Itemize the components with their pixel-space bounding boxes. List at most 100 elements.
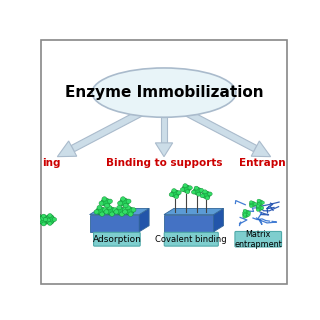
Ellipse shape: [191, 190, 196, 194]
Ellipse shape: [43, 218, 48, 221]
Ellipse shape: [177, 191, 181, 195]
Ellipse shape: [243, 213, 247, 216]
Ellipse shape: [250, 201, 253, 204]
Ellipse shape: [180, 188, 185, 192]
Polygon shape: [90, 208, 149, 215]
Ellipse shape: [257, 203, 260, 206]
Polygon shape: [214, 208, 224, 232]
Ellipse shape: [114, 210, 119, 214]
Ellipse shape: [185, 190, 190, 194]
Ellipse shape: [102, 197, 107, 201]
Ellipse shape: [174, 195, 179, 199]
Polygon shape: [57, 141, 77, 157]
Ellipse shape: [125, 205, 131, 210]
Ellipse shape: [48, 213, 52, 218]
FancyBboxPatch shape: [164, 232, 218, 246]
Ellipse shape: [97, 205, 102, 210]
Ellipse shape: [100, 212, 105, 216]
Ellipse shape: [101, 198, 110, 206]
Text: Adsorption: Adsorption: [92, 235, 141, 244]
Ellipse shape: [119, 212, 124, 216]
Ellipse shape: [243, 211, 246, 214]
Ellipse shape: [96, 207, 106, 215]
Polygon shape: [139, 208, 149, 232]
Polygon shape: [90, 215, 139, 232]
Ellipse shape: [200, 194, 204, 198]
Ellipse shape: [107, 205, 112, 210]
Ellipse shape: [45, 214, 55, 224]
Ellipse shape: [247, 213, 250, 216]
Ellipse shape: [104, 210, 109, 214]
Ellipse shape: [37, 218, 42, 222]
Ellipse shape: [256, 208, 260, 212]
Ellipse shape: [257, 200, 263, 205]
Ellipse shape: [196, 192, 201, 196]
Ellipse shape: [112, 208, 117, 212]
Ellipse shape: [126, 199, 131, 204]
Ellipse shape: [108, 199, 112, 204]
Ellipse shape: [243, 210, 249, 215]
Ellipse shape: [124, 207, 134, 215]
Polygon shape: [164, 215, 214, 232]
Ellipse shape: [243, 209, 246, 212]
Ellipse shape: [116, 207, 125, 215]
Polygon shape: [251, 141, 271, 157]
Ellipse shape: [257, 199, 260, 202]
Ellipse shape: [121, 197, 125, 201]
Text: Matrix
entrapment: Matrix entrapment: [234, 229, 282, 249]
Ellipse shape: [203, 190, 207, 194]
Ellipse shape: [260, 206, 264, 210]
Polygon shape: [155, 143, 173, 157]
Ellipse shape: [123, 203, 128, 208]
Ellipse shape: [253, 203, 257, 206]
Ellipse shape: [172, 188, 176, 193]
Ellipse shape: [48, 221, 52, 225]
Ellipse shape: [188, 186, 192, 190]
Polygon shape: [161, 117, 167, 143]
Text: Enzyme Immobilization: Enzyme Immobilization: [65, 85, 263, 100]
Ellipse shape: [123, 210, 127, 214]
Ellipse shape: [261, 201, 265, 204]
Text: Binding to supports: Binding to supports: [106, 158, 222, 168]
Ellipse shape: [39, 215, 48, 225]
Ellipse shape: [128, 212, 133, 216]
Ellipse shape: [169, 193, 174, 196]
Ellipse shape: [171, 190, 180, 197]
Ellipse shape: [250, 202, 256, 207]
Ellipse shape: [33, 214, 42, 224]
Ellipse shape: [117, 205, 122, 210]
Ellipse shape: [122, 208, 127, 212]
Ellipse shape: [46, 218, 51, 222]
Ellipse shape: [131, 208, 136, 212]
Ellipse shape: [105, 203, 109, 208]
Text: Covalent binding: Covalent binding: [156, 235, 227, 244]
Ellipse shape: [193, 188, 202, 195]
Ellipse shape: [243, 215, 246, 218]
Ellipse shape: [92, 68, 236, 117]
Ellipse shape: [117, 201, 123, 205]
FancyBboxPatch shape: [93, 232, 140, 246]
Ellipse shape: [42, 214, 46, 218]
Ellipse shape: [183, 184, 188, 188]
Ellipse shape: [106, 207, 116, 215]
Ellipse shape: [205, 196, 210, 200]
Ellipse shape: [199, 188, 204, 192]
Ellipse shape: [102, 208, 108, 212]
Text: ing: ing: [43, 158, 61, 168]
Ellipse shape: [109, 212, 115, 216]
Ellipse shape: [99, 201, 104, 205]
Ellipse shape: [35, 221, 40, 225]
Ellipse shape: [40, 217, 44, 221]
Polygon shape: [180, 107, 257, 152]
Polygon shape: [71, 107, 148, 152]
Ellipse shape: [202, 191, 210, 198]
Ellipse shape: [256, 205, 262, 211]
Ellipse shape: [250, 204, 253, 208]
Ellipse shape: [256, 204, 260, 208]
Ellipse shape: [194, 186, 198, 190]
Ellipse shape: [243, 212, 249, 217]
Ellipse shape: [31, 217, 35, 221]
Ellipse shape: [182, 185, 190, 192]
FancyBboxPatch shape: [235, 231, 282, 247]
Ellipse shape: [42, 222, 46, 226]
